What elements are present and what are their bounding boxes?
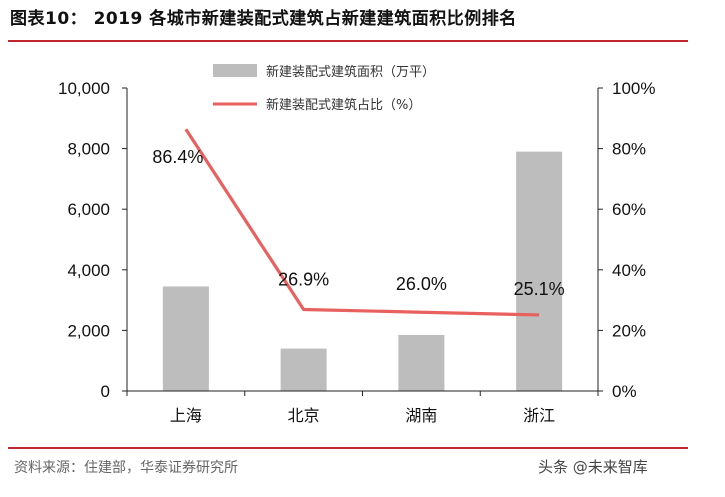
legend-line-label: 新建装配式建筑占比（%） bbox=[266, 97, 421, 113]
y-left-tick-label: 6,000 bbox=[67, 200, 110, 219]
y-right-tick-label: 100% bbox=[612, 79, 655, 98]
data-label-0: 86.4% bbox=[152, 147, 203, 167]
source-note: 资料来源：住建部，华泰证券研究所 bbox=[14, 460, 238, 476]
bar-2 bbox=[398, 334, 445, 391]
bar-3 bbox=[516, 151, 563, 391]
y-left-tick-label: 8,000 bbox=[67, 140, 110, 159]
axes: 0 2,000 4,000 6,000 8,000 10,000 0% 20% 40% 60% 80… bbox=[58, 79, 655, 425]
y-left-tick-label: 2,000 bbox=[67, 321, 110, 340]
page-title: 图表10： 2019 各城市新建装配式建筑占新建建筑面积比例排名 bbox=[10, 9, 517, 29]
x-tick-label: 浙江 bbox=[523, 406, 555, 425]
share-line bbox=[184, 128, 540, 317]
bar-1 bbox=[280, 348, 327, 391]
title-divider bbox=[8, 40, 688, 42]
x-tick-label: 湖南 bbox=[405, 406, 437, 425]
footer-divider bbox=[8, 447, 688, 449]
y-right-tick-label: 20% bbox=[612, 321, 646, 340]
bar-series bbox=[162, 151, 563, 391]
data-label-2: 26.0% bbox=[396, 274, 447, 294]
y-right-tick-label: 40% bbox=[612, 261, 646, 280]
y-left-tick-label: 0 bbox=[101, 382, 110, 401]
line-series: 86.4% 26.9% 26.0% 25.1% bbox=[152, 128, 565, 317]
y-right-tick-label: 60% bbox=[612, 200, 646, 219]
y-left-tick-label: 10,000 bbox=[58, 79, 110, 98]
data-label-3: 25.1% bbox=[514, 279, 565, 299]
legend-bar-swatch bbox=[213, 64, 257, 77]
y-left-tick-label: 4,000 bbox=[67, 261, 110, 280]
x-tick-label: 上海 bbox=[170, 406, 202, 425]
bar-0 bbox=[162, 286, 209, 391]
y-right-tick-label: 80% bbox=[612, 140, 646, 159]
x-tick-label: 北京 bbox=[288, 406, 320, 425]
data-label-1: 26.9% bbox=[278, 269, 329, 289]
watermark: 头条 @未来智库 bbox=[538, 458, 648, 476]
y-right-tick-label: 0% bbox=[612, 382, 637, 401]
legend: 新建装配式建筑面积（万平） 新建装配式建筑占比（%） bbox=[213, 64, 435, 113]
legend-bar-label: 新建装配式建筑面积（万平） bbox=[266, 64, 435, 80]
